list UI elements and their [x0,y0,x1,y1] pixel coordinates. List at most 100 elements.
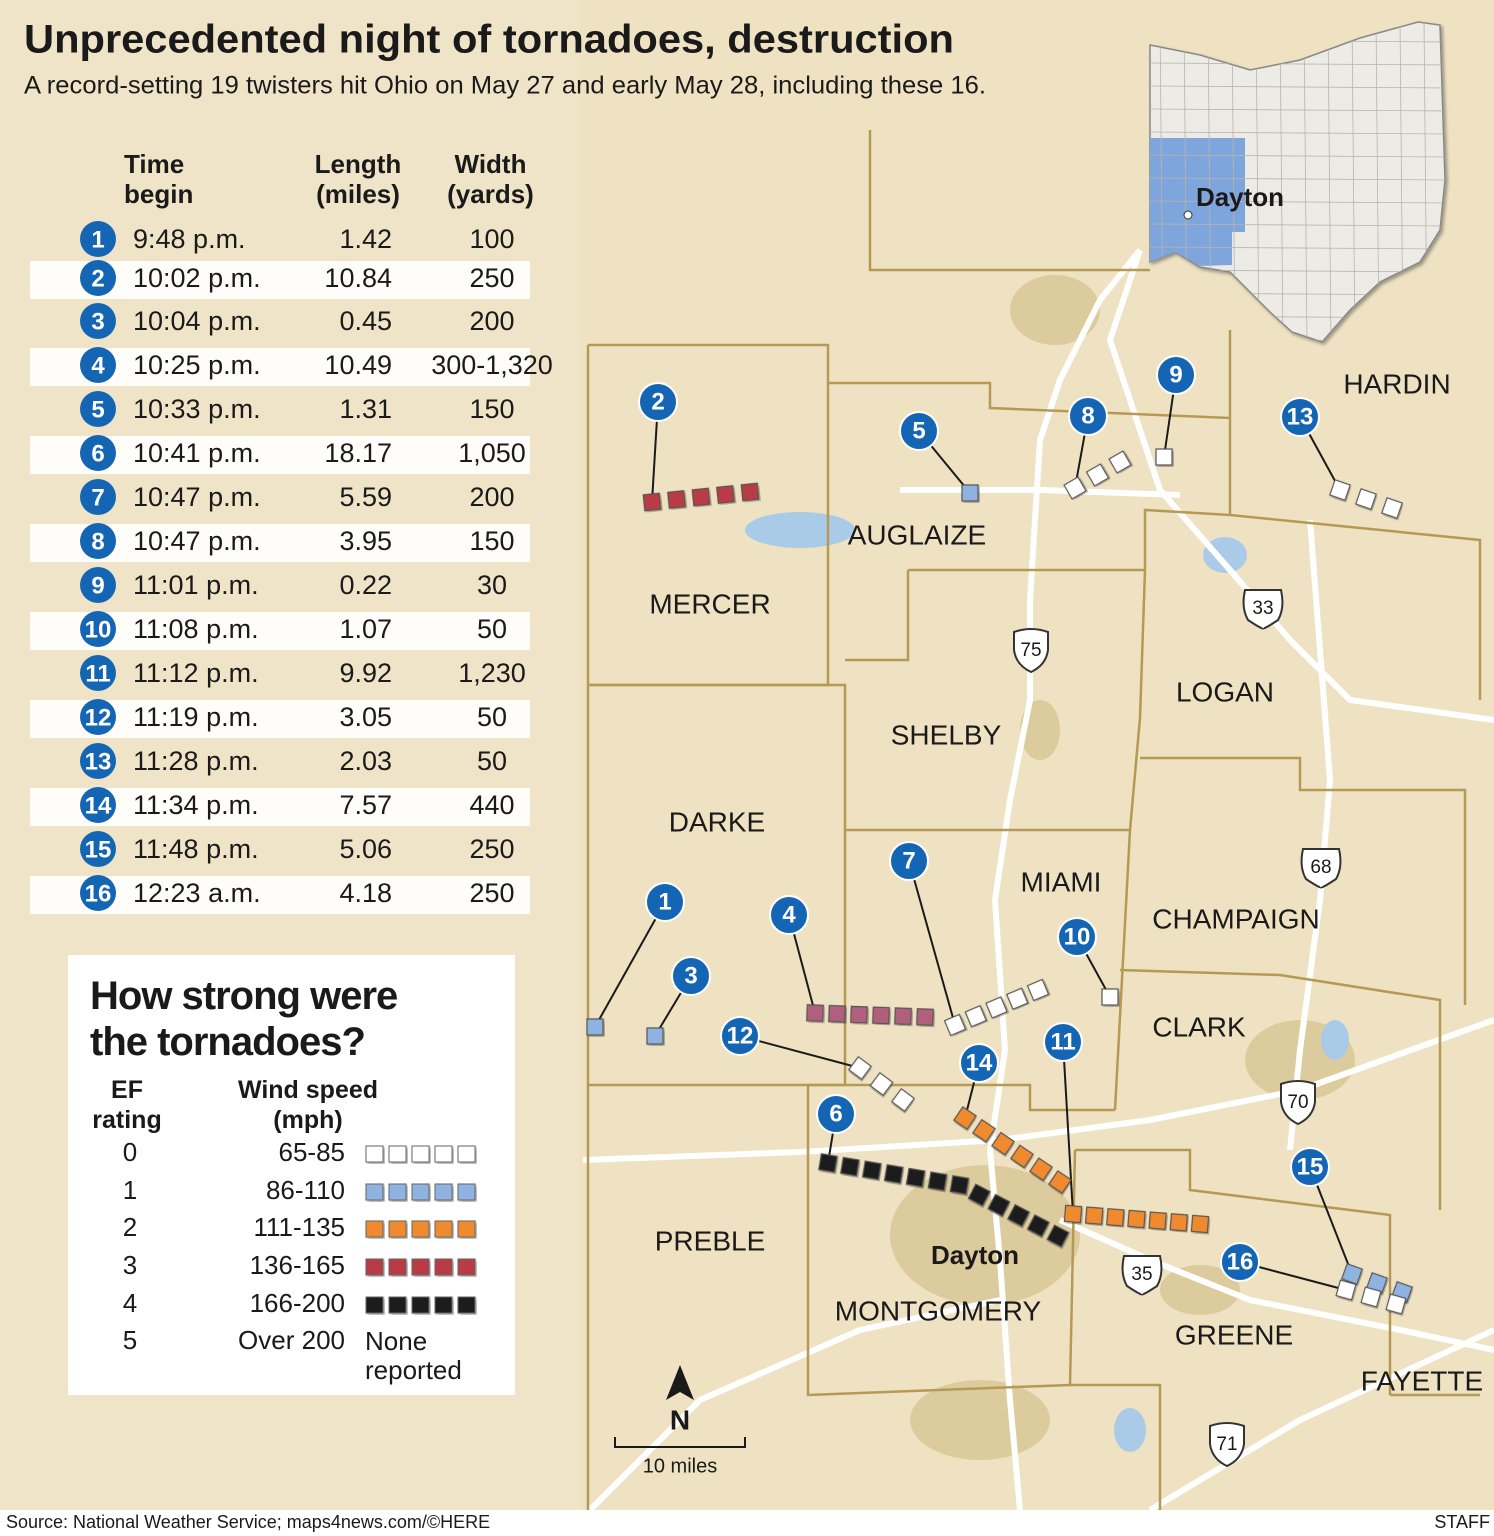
track-segment [1335,1279,1357,1301]
row-length: 18.17 [324,438,392,468]
row-time: 10:25 p.m. [133,350,261,380]
row-length: 5.06 [339,834,392,864]
track-segment [961,484,979,502]
legend-swatch [411,1258,430,1276]
row-width: 1,050 [458,438,526,468]
county-line [588,683,847,1087]
county-line [1119,968,1442,1210]
tornado-label: 4 [782,901,796,928]
tornado-marker [1290,1147,1330,1187]
scale-label: 10 miles [643,1455,717,1477]
row-length: 4.18 [339,878,392,908]
highway-label: 35 [1131,1264,1152,1285]
title: Unprecedented night of tornadoes, destru… [24,18,954,62]
track-segment [586,1018,604,1036]
row-length: 2.03 [339,746,392,776]
county-line [845,569,1147,832]
row-time: 10:04 p.m. [133,306,261,336]
lake [1203,537,1247,573]
inset-city-dot [1183,210,1193,220]
track-segment [861,1160,882,1181]
inset-label: Dayton [1196,182,1284,212]
legend-wind: Over 200 [238,1325,345,1355]
lake [745,512,855,548]
row-number: 8 [91,528,104,555]
track-segment [642,492,662,512]
tornado-label: 3 [684,962,697,989]
row-number: 9 [91,572,104,599]
track-segment [1101,988,1119,1006]
inset-county-line [1327,22,1332,342]
row-badge [80,347,116,383]
roads [582,248,1494,1513]
county-line [845,570,910,662]
track-segment [828,1004,846,1023]
table-header: Length (miles) [314,149,402,209]
track-segment [869,1071,894,1097]
tornado-marker [1057,917,1097,957]
inset-county-line [1150,154,1445,158]
legend-swatch [388,1145,407,1163]
county-label: CLARK [1152,1011,1246,1042]
marker-leader [594,901,666,1028]
inset-county-line [1150,246,1445,250]
track-segment [1005,987,1029,1011]
track-segment [985,996,1008,1019]
highway-label: 71 [1216,1434,1237,1455]
marker-leader [1062,1041,1074,1215]
track-segment [1046,1224,1070,1248]
row-time: 10:02 p.m. [133,263,261,293]
row-time: 11:12 p.m. [133,658,259,688]
track-segment [927,1171,948,1192]
row-badge [80,567,116,603]
row-length: 0.45 [339,306,392,336]
inset-map: Dayton [1149,21,1446,343]
tornado-label: 1 [658,888,671,915]
tornado-label: 6 [829,1100,842,1127]
tornado-marker [1280,397,1320,437]
legend-rating: 1 [123,1175,137,1205]
urban-area [1160,1265,1240,1315]
legend-rating: 5 [123,1325,137,1355]
county-label: SHELBY [891,719,1002,750]
highway-label: 75 [1020,640,1041,661]
inset-county-line [1150,200,1445,204]
row-time: 11:34 p.m. [133,790,259,820]
row-width: 150 [469,526,514,556]
track-segment [1010,1144,1034,1169]
row-length: 5.59 [339,482,392,512]
county-line [1140,756,1467,1005]
county-line [828,330,1232,420]
row-number: 1 [91,226,104,253]
marker-leader [908,860,956,1026]
county-label: DARKE [669,806,765,837]
track-segment [1329,479,1351,501]
track-segment [840,1156,860,1177]
track-segment [1063,1204,1083,1224]
row-length: 1.07 [339,614,392,644]
county-line [908,508,1231,572]
legend-swatch [434,1220,453,1238]
road [582,1017,1494,1163]
inset-county-line [1150,108,1445,112]
row-number: 7 [91,484,104,511]
city-label: Dayton [931,1240,1019,1270]
row-time: 10:47 p.m. [133,526,261,556]
legend-swatch [365,1220,384,1238]
track-segment [740,482,760,502]
row-width: 1,230 [458,658,526,688]
inset-county-line [1351,22,1356,342]
legend-wind: 166-200 [250,1288,345,1318]
legend-swatch [388,1183,407,1201]
row-badge [80,831,116,867]
legend-swatch [457,1258,476,1276]
row-time: 12:23 a.m. [133,878,261,908]
row-badge [80,479,116,515]
track-segment [1155,448,1173,466]
row-number: 5 [91,396,104,423]
track-segment [1385,1293,1407,1315]
tornado-label: 15 [1297,1153,1324,1180]
us-shield [1300,848,1342,889]
track-segment [806,1004,824,1022]
row-time: 11:48 p.m. [133,834,259,864]
